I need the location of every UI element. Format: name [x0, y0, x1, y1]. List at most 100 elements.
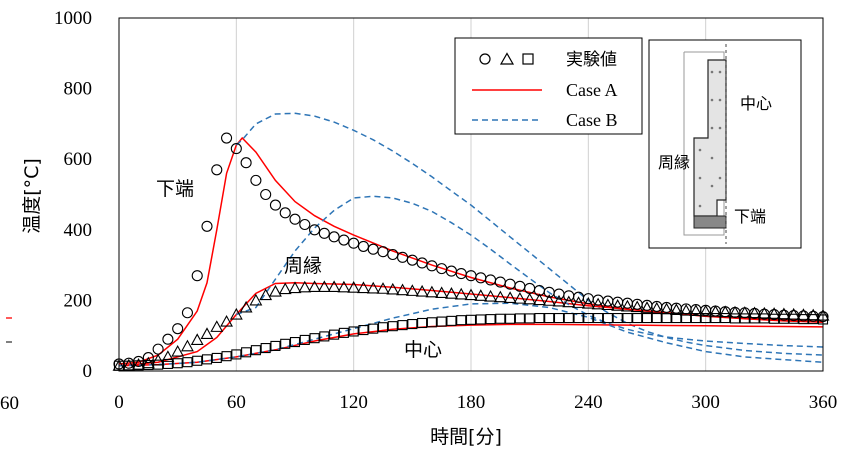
legend: 実験値 Case A Case B: [454, 37, 643, 135]
circle-data-point: [309, 224, 321, 236]
triangle-data-point: [503, 291, 517, 303]
circle-data-point: [260, 188, 272, 201]
y-tick-label-200: 200: [64, 290, 93, 311]
square-data-point: [632, 312, 643, 324]
x-tick-label-360: 360: [809, 392, 838, 413]
square-data-point: [289, 337, 301, 348]
square-data-point: [739, 313, 750, 324]
square-data-point: [671, 312, 682, 324]
square-data-point: [201, 354, 213, 365]
series-case-b-line-4: [235, 112, 824, 356]
square-data-point: [769, 313, 780, 324]
square-data-point: [495, 313, 506, 324]
triangle-data-point: [220, 314, 233, 327]
triangle-data-point: [689, 304, 703, 317]
square-data-point: [651, 312, 662, 324]
square-data-point: [358, 325, 369, 336]
triangle-data-point: [317, 280, 331, 293]
x-tick-label-120: 120: [339, 392, 368, 413]
square-data-point: [397, 320, 408, 331]
square-data-point: [436, 316, 447, 327]
square-data-point: [808, 314, 819, 325]
triangle-data-point: [161, 350, 175, 362]
legend-experiment-label: 実験値: [566, 50, 617, 70]
square-data-point: [329, 329, 340, 340]
triangle-data-point: [572, 296, 585, 308]
x-tick-label-300: 300: [691, 392, 720, 413]
triangle-data-point: [581, 296, 595, 309]
square-data-point: [221, 351, 232, 362]
circle-data-point: [250, 174, 262, 186]
triangle-data-point: [493, 290, 507, 303]
annotation-bottom: 下端: [156, 178, 194, 200]
square-data-point: [407, 319, 418, 330]
triangle-data-point: [269, 284, 282, 297]
circle-data-point: [142, 352, 154, 364]
triangle-data-point: [357, 281, 370, 294]
legend-case-a-label: Case A: [566, 80, 618, 100]
triangle-data-point: [669, 303, 683, 315]
square-data-point: [192, 355, 203, 366]
square-data-point: [417, 317, 428, 329]
square-data-point: [260, 343, 271, 354]
triangle-data-point: [591, 297, 605, 310]
square-data-point: [788, 313, 799, 324]
triangle-data-point: [748, 306, 761, 319]
x-tick-label-0: 0: [114, 392, 124, 413]
triangle-data-point: [533, 293, 546, 306]
square-data-point: [749, 313, 760, 324]
circle-data-point: [279, 207, 291, 219]
square-data-point: [798, 314, 809, 325]
triangle-data-point: [210, 320, 224, 332]
square-data-point: [377, 322, 389, 333]
triangle-data-point: [562, 295, 576, 308]
legend-circle-marker: [479, 53, 491, 65]
y-tick-label-400: 400: [64, 220, 93, 241]
x-tick-label-180: 180: [457, 392, 486, 413]
triangle-data-point: [640, 301, 654, 313]
circle-data-point: [201, 220, 213, 232]
square-data-point: [153, 359, 164, 370]
square-data-point: [426, 317, 437, 328]
triangle-data-point: [474, 289, 488, 301]
triangle-data-point: [327, 280, 341, 293]
square-data-point: [593, 312, 604, 324]
triangle-data-point: [141, 356, 155, 369]
square-data-point: [270, 340, 281, 351]
square-data-point: [641, 312, 653, 324]
circle-data-point: [338, 234, 350, 246]
triangle-data-point: [435, 286, 449, 299]
inset-label-center: 中心: [740, 94, 772, 113]
triangle-data-point: [337, 280, 351, 293]
square-data-point: [661, 312, 672, 324]
square-data-point: [602, 312, 613, 324]
square-data-point: [162, 358, 173, 369]
triangle-data-point: [405, 284, 419, 296]
square-data-point: [446, 315, 457, 326]
square-data-point: [456, 315, 467, 326]
series-case-b-line-6: [236, 195, 824, 348]
legend-square-marker: [522, 53, 534, 65]
square-data-point: [231, 349, 242, 360]
square-data-point: [573, 312, 584, 324]
circle-data-point: [162, 333, 174, 345]
square-data-point: [182, 357, 193, 368]
triangle-data-point: [621, 299, 634, 312]
triangle-data-point: [239, 300, 253, 313]
triangle-data-point: [767, 307, 781, 319]
square-data-point: [348, 326, 359, 337]
y-axis-label: 温度[°C]: [21, 158, 43, 234]
square-data-point: [299, 334, 310, 345]
square-data-point: [241, 347, 252, 358]
square-data-point: [211, 352, 222, 363]
square-data-point: [583, 312, 594, 324]
square-data-point: [475, 314, 486, 325]
circle-data-point: [328, 231, 340, 243]
series-experiment-triangle-markers: [112, 280, 830, 371]
y-tick-label-1000: 1000: [54, 8, 92, 29]
square-data-point: [465, 314, 477, 325]
inset-bottom-plate: [693, 215, 727, 229]
series-layer: [112, 112, 830, 371]
circle-data-point: [230, 143, 242, 155]
